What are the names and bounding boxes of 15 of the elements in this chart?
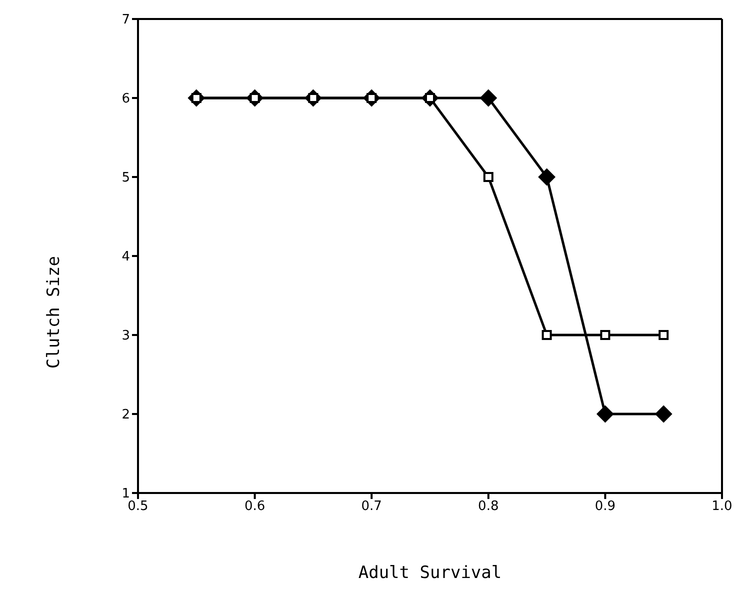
x-tick-label: 0.9 bbox=[594, 499, 616, 514]
y-tick-label: 2 bbox=[122, 408, 130, 423]
x-tick-label: 0.8 bbox=[478, 499, 499, 514]
x-axis-title: Adult Survival bbox=[358, 563, 502, 583]
x-tick-label: 1.0 bbox=[712, 499, 732, 514]
x-tick-label: 0.6 bbox=[244, 499, 266, 514]
y-tick-label: 7 bbox=[122, 12, 130, 28]
y-axis-title: Clutch Size bbox=[44, 256, 64, 369]
y-tick-label: 4 bbox=[122, 250, 130, 265]
y-tick-label: 5 bbox=[122, 170, 130, 186]
y-tick-label: 3 bbox=[122, 328, 130, 344]
y-tick-label: 6 bbox=[122, 92, 130, 107]
y-tick-label: 1 bbox=[122, 486, 130, 502]
x-tick-label: 0.5 bbox=[128, 499, 148, 514]
x-tick-label: 0.7 bbox=[361, 499, 382, 514]
